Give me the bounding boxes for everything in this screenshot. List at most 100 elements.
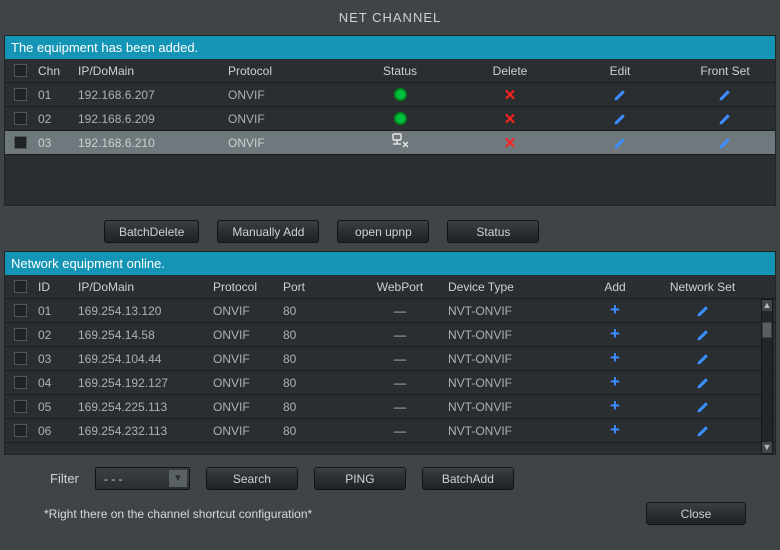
add-icon[interactable]: + [610,351,620,366]
cell-port: 80 [280,328,355,342]
cell-ip: 169.254.104.44 [75,352,210,366]
status-error-icon [390,133,410,152]
added-panel: The equipment has been added. Chn IP/DoM… [4,35,776,206]
online-row[interactable]: 02169.254.14.58ONVIF80—NVT-ONVIF+ [5,323,775,347]
row-checkbox[interactable] [14,304,27,317]
row-checkbox[interactable] [14,328,27,341]
network-set-button[interactable] [696,351,710,365]
footer-bottom: *Right there on the channel shortcut con… [4,496,776,531]
batch-add-button[interactable]: BatchAdd [422,467,514,490]
edit-icon [718,136,732,150]
cell-webport: — [355,400,445,414]
online-row[interactable]: 04169.254.192.127ONVIF80—NVT-ONVIF+ [5,371,775,395]
cell-port: 80 [280,424,355,438]
cell-port: 80 [280,352,355,366]
add-icon[interactable]: + [610,375,620,390]
delete-icon[interactable]: ✕ [504,111,517,128]
cell-ip: 169.254.232.113 [75,424,210,438]
delete-icon[interactable]: ✕ [504,87,517,104]
cell-protocol: ONVIF [210,424,280,438]
status-button[interactable]: Status [447,220,539,243]
cell-port: 80 [280,304,355,318]
cell-webport: — [355,328,445,342]
col-delete: Delete [455,64,565,78]
row-checkbox[interactable] [14,424,27,437]
scroll-up-icon[interactable]: ▲ [762,300,772,311]
footer-hint: *Right there on the channel shortcut con… [44,507,312,521]
network-set-button[interactable] [696,327,710,341]
network-set-button[interactable] [696,303,710,317]
cell-port: 80 [280,376,355,390]
footer-controls: Filter - - - ▼ Search PING BatchAdd [4,461,776,496]
cell-status [345,112,455,125]
added-columns-header: Chn IP/DoMain Protocol Status Delete Edi… [5,59,775,83]
scroll-down-icon[interactable]: ▼ [762,442,772,453]
online-row[interactable]: 06169.254.232.113ONVIF80—NVT-ONVIF+ [5,419,775,443]
online-row[interactable]: 01169.254.13.120ONVIF80—NVT-ONVIF+ [5,299,775,323]
edit-icon [718,112,732,126]
status-ok-icon [394,88,407,101]
row-checkbox[interactable] [14,376,27,389]
edit-icon [613,88,627,102]
add-icon[interactable]: + [610,303,620,318]
added-select-all-checkbox[interactable] [14,64,27,77]
cell-id: 03 [35,352,75,366]
scroll-thumb[interactable] [762,322,772,338]
col-status: Status [345,64,455,78]
filter-label: Filter [50,471,79,486]
online-scrollbar[interactable]: ▲ ▼ [761,299,773,454]
ping-button[interactable]: PING [314,467,406,490]
frontset-button[interactable] [718,135,732,149]
added-row[interactable]: 03192.168.6.210ONVIF✕ [5,131,775,155]
edit-button[interactable] [613,135,627,149]
filter-combo[interactable]: - - - ▼ [95,467,190,490]
add-icon[interactable]: + [610,423,620,438]
col-devtype: Device Type [445,280,585,294]
cell-protocol: ONVIF [225,88,345,102]
online-row[interactable]: 03169.254.104.44ONVIF80—NVT-ONVIF+ [5,347,775,371]
row-checkbox[interactable] [14,352,27,365]
online-panel: Network equipment online. ID IP/DoMain P… [4,251,776,455]
added-row[interactable]: 01192.168.6.207ONVIF✕ [5,83,775,107]
online-select-all-checkbox[interactable] [14,280,27,293]
add-icon[interactable]: + [610,399,620,414]
edit-icon [613,112,627,126]
network-set-button[interactable] [696,399,710,413]
online-rows-container: 01169.254.13.120ONVIF80—NVT-ONVIF+02169.… [5,299,775,454]
online-row[interactable]: 05169.254.225.113ONVIF80—NVT-ONVIF+ [5,395,775,419]
manually-add-button[interactable]: Manually Add [217,220,319,243]
added-row[interactable]: 02192.168.6.209ONVIF✕ [5,107,775,131]
edit-button[interactable] [613,87,627,101]
frontset-button[interactable] [718,111,732,125]
status-ok-icon [394,112,407,125]
cell-devtype: NVT-ONVIF [445,400,585,414]
window-title: NET CHANNEL [4,4,776,35]
cell-devtype: NVT-ONVIF [445,424,585,438]
cell-status [345,88,455,101]
edit-icon [696,400,710,414]
open-upnp-button[interactable]: open upnp [337,220,429,243]
row-checkbox[interactable] [14,400,27,413]
cell-protocol: ONVIF [210,352,280,366]
delete-icon[interactable]: ✕ [504,135,517,152]
cell-id: 04 [35,376,75,390]
network-set-button[interactable] [696,375,710,389]
cell-ip: 169.254.14.58 [75,328,210,342]
cell-ip: 192.168.6.210 [75,136,225,150]
edit-button[interactable] [613,111,627,125]
batch-delete-button[interactable]: BatchDelete [104,220,199,243]
row-checkbox[interactable] [14,136,27,149]
row-checkbox[interactable] [14,88,27,101]
filter-value: - - - [104,472,123,486]
row-checkbox[interactable] [14,112,27,125]
frontset-button[interactable] [718,87,732,101]
close-button[interactable]: Close [646,502,746,525]
cell-devtype: NVT-ONVIF [445,352,585,366]
col-add: Add [585,280,645,294]
edit-icon [613,136,627,150]
add-icon[interactable]: + [610,327,620,342]
search-button[interactable]: Search [206,467,298,490]
edit-icon [696,424,710,438]
cell-id: 01 [35,304,75,318]
network-set-button[interactable] [696,423,710,437]
